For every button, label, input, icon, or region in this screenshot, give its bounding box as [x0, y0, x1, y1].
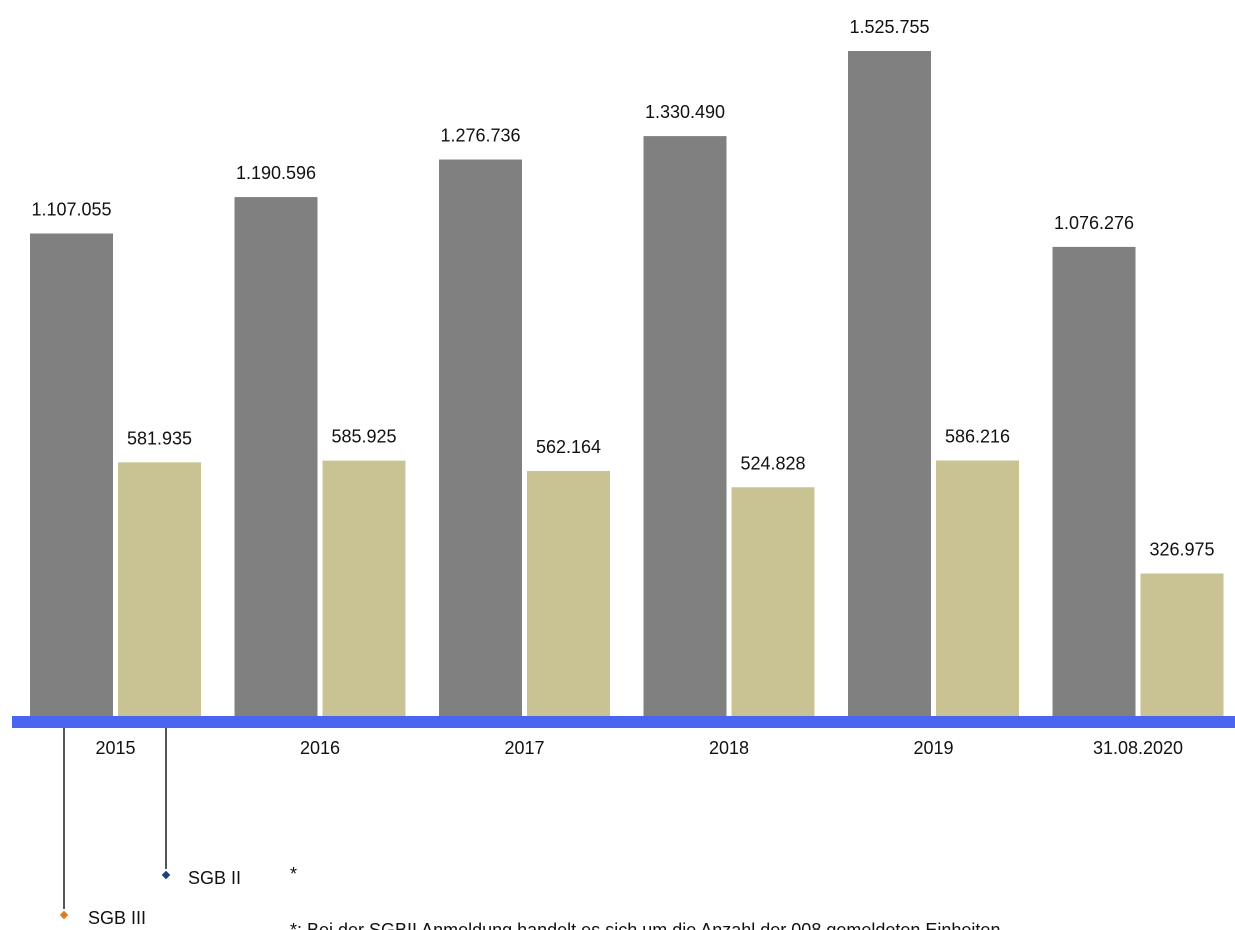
x-tick-label: 2019: [913, 738, 953, 758]
bar: [30, 233, 113, 717]
bar: [643, 136, 727, 717]
value-label: 1.190.596: [236, 163, 316, 183]
bar: [234, 197, 318, 716]
footnote: *: Bei der SGBII Anmeldung handelt es si…: [290, 920, 1000, 930]
legend-label: SGB II: [188, 868, 241, 888]
x-tick-label: 2017: [504, 738, 544, 758]
legend-note: *: [290, 864, 297, 884]
value-label: 581.935: [127, 428, 192, 448]
x-tick-label: 31.08.2020: [1093, 738, 1183, 758]
legend-marker: [160, 869, 172, 881]
bar: [527, 470, 610, 716]
value-label: 562.164: [536, 437, 601, 457]
x-axis: [12, 716, 1235, 728]
value-label: 1.330.490: [645, 102, 725, 122]
legend-label: SGB III: [88, 908, 146, 928]
bar: [848, 51, 931, 716]
legend-marker: [58, 909, 70, 921]
value-label: 524.828: [740, 453, 805, 473]
x-tick-label: 2018: [709, 738, 749, 758]
x-tick-label: 2015: [95, 738, 135, 758]
value-label: 326.975: [1149, 539, 1214, 559]
bar: [731, 487, 815, 716]
bar: [936, 460, 1019, 716]
value-label: 586.216: [945, 426, 1010, 446]
value-label: 1.525.755: [849, 17, 929, 37]
value-label: 1.076.276: [1054, 213, 1134, 233]
bar: [322, 460, 406, 716]
bar: [118, 462, 201, 716]
bar: [1052, 246, 1136, 716]
value-label: 585.925: [331, 427, 396, 447]
bar: [439, 159, 522, 716]
value-label: 1.107.055: [31, 199, 111, 219]
bar: [1140, 573, 1224, 716]
x-tick-label: 2016: [300, 738, 340, 758]
value-label: 1.276.736: [440, 126, 520, 146]
